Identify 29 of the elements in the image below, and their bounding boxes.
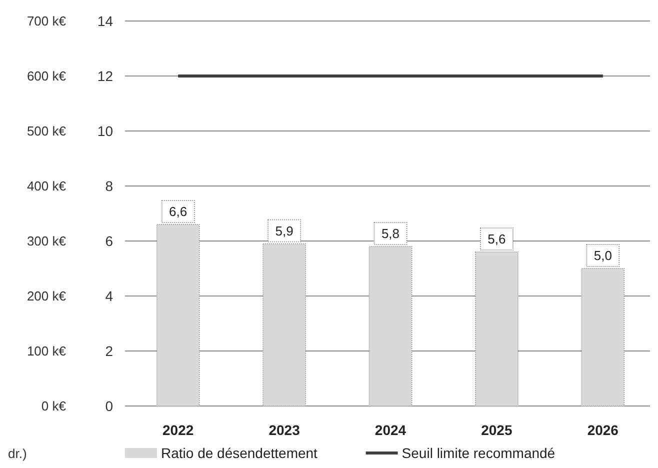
data-label: 6,6 [169,204,188,219]
x-tick-label: 2024 [374,422,406,438]
y-tick-label: 14 [97,13,114,29]
data-label: 5,8 [381,226,400,241]
x-tick-label: 2026 [587,422,619,438]
y2-tick-label: 700 k€ [26,14,67,28]
y-tick-label: 4 [105,288,114,304]
text: dr.) [8,446,27,461]
legend-label: Ratio de désendettement [161,445,318,461]
y2-tick-label: 0 k€ [41,398,67,414]
y-tick-label: 0 [105,398,114,414]
y-tick-label: 10 [97,123,114,139]
y2-tick-label: 100 k€ [26,344,67,358]
y-tick-label: 12 [97,68,114,84]
x-tick-label: 2023 [268,422,300,438]
y2-tick-label: 400 k€ [26,178,67,194]
y2-tick-label: 500 k€ [26,124,67,138]
y-tick-label: 6 [105,233,114,249]
data-label: 5,6 [488,232,506,246]
x-tick-label: 2025 [481,422,512,438]
y2-tick-label: 300 k€ [26,234,67,248]
x-tick-label: 2022 [162,422,194,438]
data-label: 5,9 [275,223,294,238]
y2-tick-label: 200 k€ [26,288,67,304]
y-tick-label: 2 [105,343,114,359]
y-tick-label: 8 [105,178,114,194]
legend-label: Seuil limite recommandé [402,445,556,461]
data-label: 5,0 [594,248,612,263]
y2-tick-label: 600 k€ [26,68,67,84]
